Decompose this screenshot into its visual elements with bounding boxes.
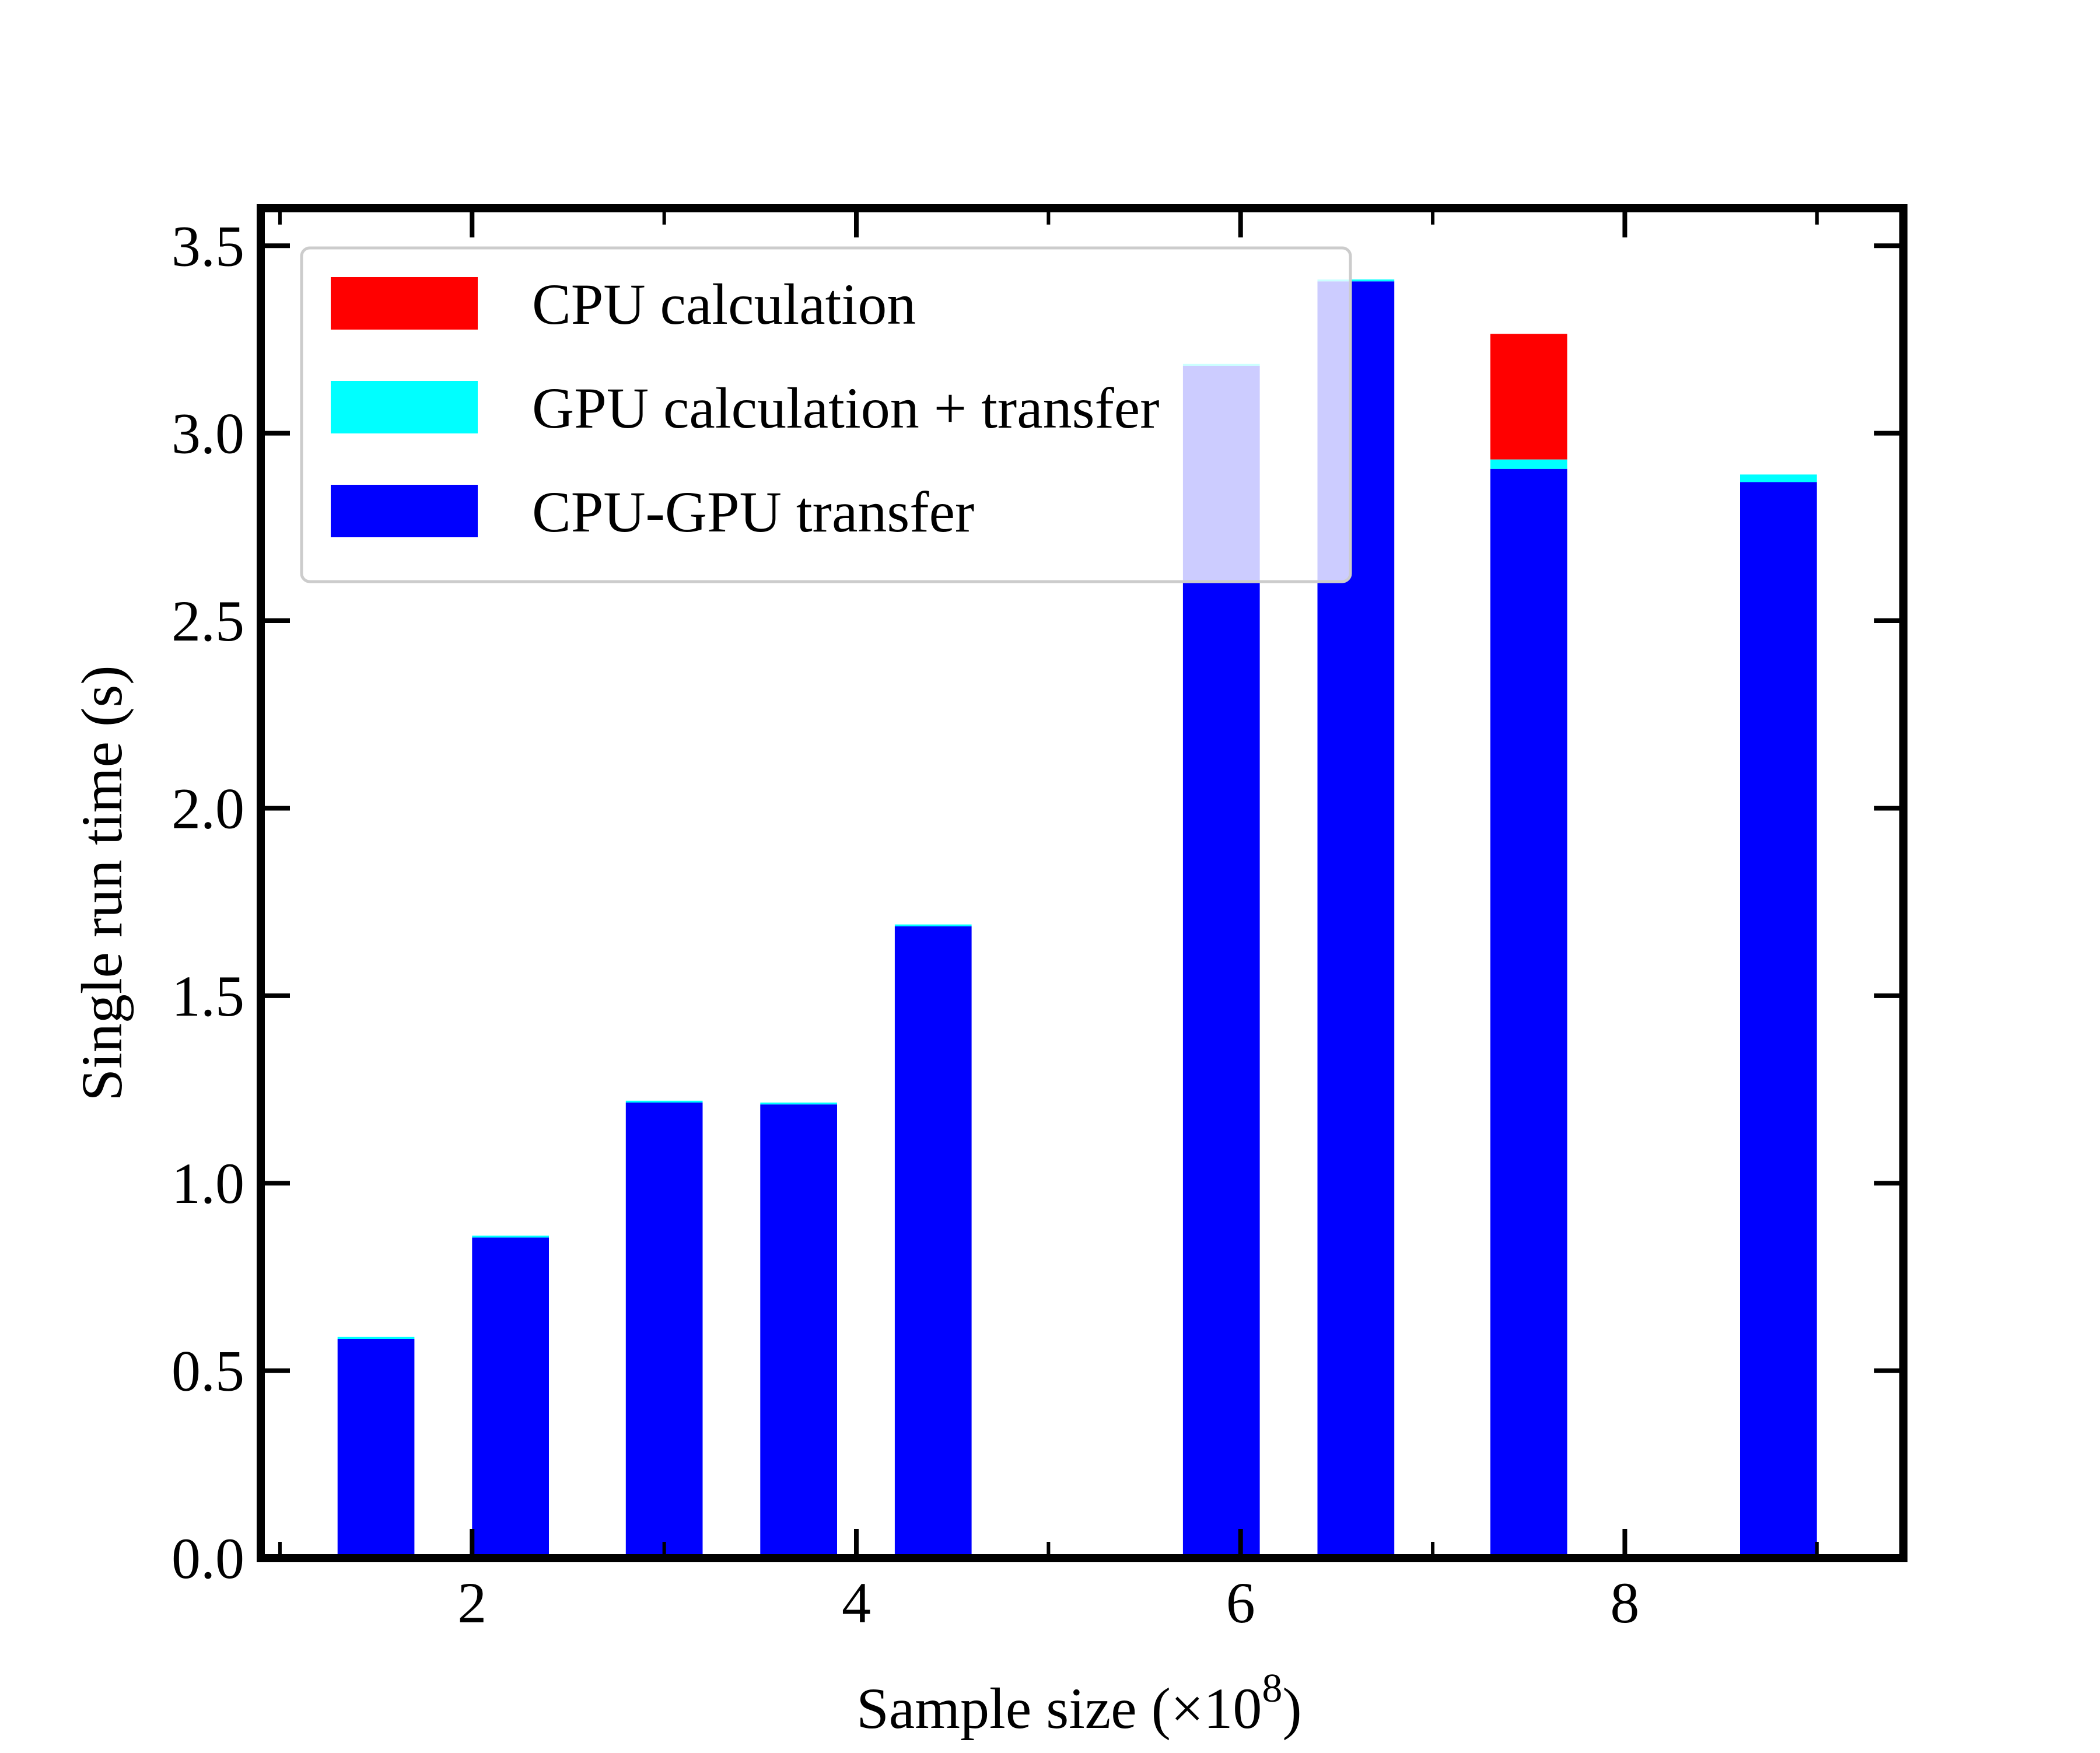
bar-gpu-calculation-transfer-4 [894,924,972,926]
bar-gpu-calculation-transfer-2 [625,1100,703,1103]
bar-cpu-gpu-transfer-0 [337,1339,415,1558]
y-tick-label: 3.5 [172,214,244,278]
y-tick-label: 2.0 [172,776,244,841]
y-tick-label: 1.5 [172,964,244,1028]
x-axis-label-close: ) [1282,1676,1301,1741]
legend-swatch-1 [331,381,478,433]
legend-box [300,246,1352,583]
ticks-layer: 0.0 0.5 1.0 1.5 2.0 2.5 3.0 3.5 2 4 6 8 [172,208,1903,1635]
x-axis-label-multiplier: ×10 [1171,1676,1262,1741]
legend-swatch-0 [331,277,478,330]
y-tick-label: 0.0 [172,1526,244,1591]
bar-cpu-gpu-transfer-4 [894,926,972,1558]
y-tick-label: 2.5 [172,589,244,653]
y-tick-label: 1.0 [172,1151,244,1216]
bar-gpu-calculation-transfer-1 [472,1236,549,1238]
x-tick-label: 2 [457,1570,487,1635]
plot-frame [257,204,1908,1562]
bar-cpu-gpu-transfer-1 [472,1237,549,1558]
x-tick-label: 8 [1610,1570,1639,1635]
bar-cpu-gpu-transfer-7 [1490,468,1567,1559]
x-axis-label: Sample size (×108) [856,1666,1301,1741]
x-axis-label-text: Sample size ( [856,1676,1171,1741]
bar-cpu-calculation-7 [1490,334,1567,460]
legend: CPU calculation GPU calculation + transfe… [300,246,1352,583]
legend-label-0: CPU calculation [532,272,916,337]
bar-gpu-calculation-transfer-6 [1317,279,1395,282]
bar-gpu-calculation-transfer-3 [760,1103,837,1105]
x-tick-label: 4 [842,1570,871,1635]
y-axis-label: Single run time (s) [69,665,134,1101]
legend-swatch-2 [331,485,478,537]
bar-cpu-gpu-transfer-2 [625,1103,703,1558]
legend-label-2: CPU-GPU transfer [532,480,974,544]
x-tick-label: 6 [1226,1570,1255,1635]
bars-layer [337,279,1817,1559]
legend-label-1: GPU calculation + transfer [532,376,1160,440]
bar-cpu-gpu-transfer-8 [1740,482,1817,1559]
x-axis-label-exponent: 8 [1262,1666,1282,1711]
bar-gpu-calculation-transfer-8 [1740,474,1817,482]
bar-cpu-gpu-transfer-3 [760,1104,837,1558]
bar-gpu-calculation-transfer-0 [337,1336,415,1339]
y-tick-label: 3.0 [172,401,244,466]
bar-gpu-calculation-transfer-7 [1490,459,1567,469]
y-tick-label: 0.5 [172,1339,244,1404]
